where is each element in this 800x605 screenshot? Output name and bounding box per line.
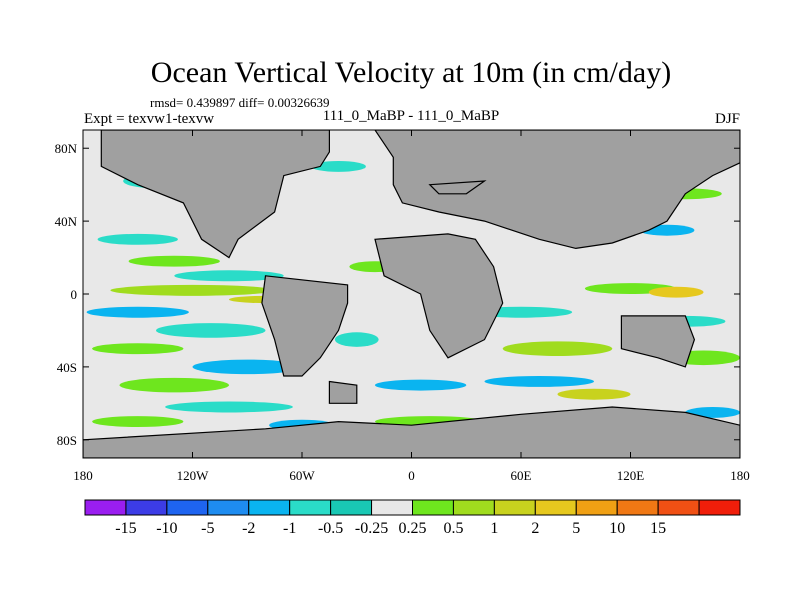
field-patch-13 <box>92 416 184 428</box>
field-patch-17 <box>375 379 467 391</box>
x-tick-label-0: 180 <box>73 468 93 483</box>
colorbar-box-5 <box>289 499 332 516</box>
y-tick-label-3: 40S <box>57 360 77 375</box>
colorbar-label-12: 10 <box>609 520 625 537</box>
colorbar-label-2: -5 <box>201 520 214 537</box>
field-patch-4 <box>174 270 284 282</box>
left-string: Expt = texvw1-texvw <box>84 111 214 127</box>
colorbar-label-6: -0.25 <box>355 520 388 537</box>
field-patch-5 <box>110 284 275 296</box>
colorbar-box-4 <box>248 499 291 516</box>
field-patch-8 <box>156 323 266 338</box>
land-mask-7 <box>328 380 358 404</box>
field-patch-2 <box>97 233 178 245</box>
colorbar-box-10 <box>493 499 536 516</box>
colorbar-label-0: -15 <box>115 520 136 537</box>
y-tick-label-1: 40N <box>55 214 78 229</box>
land-mask-5 <box>83 406 740 458</box>
colorbar-label-9: 1 <box>490 520 498 537</box>
field-patch-21 <box>484 376 594 387</box>
colorbar-label-13: 15 <box>650 520 666 537</box>
colorbar-label-8: 0.5 <box>443 520 463 537</box>
colorbar-label-10: 2 <box>531 520 539 537</box>
colorbar-box-3 <box>207 499 250 516</box>
x-tick-label-2: 60W <box>289 468 315 483</box>
center-string: 111_0_MaBP - 111_0_MaBP <box>323 108 499 124</box>
field-patch-22 <box>557 388 631 400</box>
x-tick-label-3: 0 <box>408 468 415 483</box>
colorbar-box-6 <box>330 499 373 516</box>
x-tick-label-1: 120W <box>177 468 210 483</box>
colorbar-box-9 <box>452 499 495 516</box>
colorbar-box-13 <box>616 499 659 516</box>
x-tick-label-4: 60E <box>511 468 532 483</box>
colorbar-box-14 <box>657 499 700 516</box>
land-mask-4 <box>620 315 696 368</box>
field-patch-10 <box>192 359 302 375</box>
field-patch-11 <box>119 377 229 393</box>
y-tick-label-4: 80S <box>57 433 77 448</box>
colorbar-label-5: -0.5 <box>318 520 343 537</box>
colorbar-label-3: -2 <box>242 520 255 537</box>
stats-text: rmsd= 0.439897 diff= 0.00326639 <box>150 95 329 110</box>
colorbar-box-2 <box>166 499 209 516</box>
field-patch-3 <box>128 255 220 267</box>
colorbar-label-1: -10 <box>156 520 177 537</box>
colorbar-label-4: -1 <box>283 520 296 537</box>
land-mask-3 <box>374 233 504 359</box>
colorbar-box-12 <box>575 499 618 516</box>
y-tick-label-0: 80N <box>55 141 78 156</box>
colorbar-box-1 <box>125 499 168 516</box>
land-mask-6 <box>428 180 487 195</box>
y-tick-label-2: 0 <box>71 287 78 302</box>
field-patch-24 <box>648 286 704 298</box>
field-patch-7 <box>86 306 189 318</box>
colorbar: -15 -10 -5 -2 -1 -0.5 -0.25 0.25 0.5 1 2 5 10 15 <box>84 499 741 537</box>
field-patch-9 <box>92 343 184 355</box>
colorbar-box-11 <box>534 499 577 516</box>
x-tick-label-5: 120E <box>617 468 645 483</box>
plot-area <box>83 130 740 458</box>
colorbar-box-15 <box>698 499 741 516</box>
chart-title: Ocean Vertical Velocity at 10m (in cm/da… <box>151 56 671 89</box>
land-mask-2 <box>261 275 349 377</box>
land-mask-0 <box>100 130 330 259</box>
land-mask-1 <box>374 130 740 250</box>
right-string: DJF <box>715 111 740 127</box>
colorbar-box-0 <box>84 499 127 516</box>
colorbar-label-7: 0.25 <box>399 520 427 537</box>
colorbar-label-11: 5 <box>572 520 580 537</box>
field-patch-30 <box>311 160 366 172</box>
field-patch-12 <box>165 401 293 413</box>
field-patch-16 <box>334 332 379 347</box>
field-patch-20 <box>502 341 613 356</box>
colorbar-box-8 <box>412 499 454 516</box>
colorbar-box-7 <box>371 499 413 516</box>
axes: 180 120W 60W 0 60E 120E 180 80N 40N 0 40S 80S <box>55 130 750 483</box>
x-tick-label-6: 180 <box>730 468 750 483</box>
